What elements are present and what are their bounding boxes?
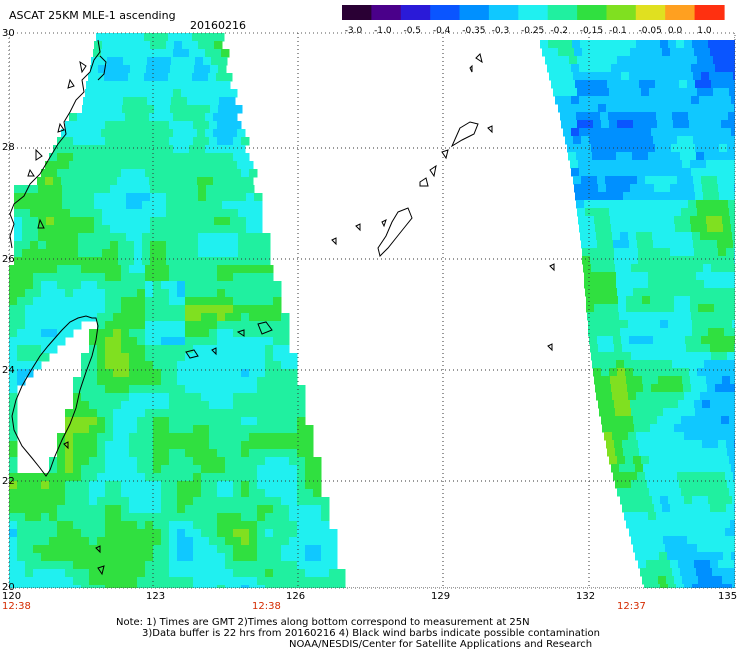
colorbar-swatch: [430, 5, 461, 20]
taiwan-coast: [11, 315, 99, 477]
lat-label-22: 22: [2, 476, 15, 487]
colorbar-tick-label: -0.5: [403, 26, 422, 36]
swath-time-east: 12:37: [617, 601, 646, 612]
colorbar-swatch: [665, 5, 696, 20]
colorbar-tick-label: -1.0: [374, 26, 392, 36]
colorbar-tick-label: -0.35: [462, 26, 486, 36]
colorbar-swatch: [400, 5, 431, 20]
colorbar-swatch: [518, 5, 549, 20]
lon-label-126: 126: [286, 591, 306, 602]
map-title: ASCAT 25KM MLE-1 ascending: [9, 9, 176, 22]
note-line-3: NOAA/NESDIS/Center for Satellite Applica…: [289, 639, 593, 650]
lat-label-26: 26: [2, 254, 15, 265]
swath-time-middle: 12:38: [252, 601, 281, 612]
note-line-1: Note: 1) Times are GMT 2)Times along bot…: [116, 617, 530, 628]
colorbar-swatch: [488, 5, 519, 20]
lat-label-28: 28: [2, 142, 15, 153]
coastline: [9, 39, 555, 576]
colorbar-swatch: [371, 5, 402, 20]
east-swath: [540, 40, 735, 588]
colorbar-swatch: [547, 5, 578, 20]
colorbar-swatch: [635, 5, 666, 20]
colorbar-tick-label: -0.25: [521, 26, 545, 36]
colorbar-tick-label: -0.2: [550, 26, 568, 36]
colorbar-tick-label: 0.0: [667, 26, 683, 36]
lat-label-20: 20: [2, 582, 15, 593]
map-date: 20160216: [190, 19, 246, 32]
lon-label-132: 132: [576, 591, 596, 602]
colorbar-tick-label: -0.1: [609, 26, 627, 36]
colorbar-tick-label: -0.15: [579, 26, 604, 36]
colorbar-swatch: [694, 5, 725, 20]
note-line-2: 3)Data buffer is 22 hrs from 20160216 4)…: [142, 628, 600, 639]
lon-label-123: 123: [146, 591, 166, 602]
colorbar-tick-label: -0.05: [638, 26, 662, 36]
lon-label-120: 120: [2, 591, 22, 602]
colorbar: [342, 5, 725, 20]
colorbar-swatch: [342, 5, 372, 20]
lon-label-135: 135: [718, 591, 738, 602]
colorbar-swatch: [577, 5, 608, 20]
colorbar-swatch: [459, 5, 490, 20]
lat-label-30: 30: [2, 28, 15, 39]
swath-time-west: 12:38: [2, 601, 31, 612]
colorbar-tick-label: 1.0: [697, 26, 712, 36]
colorbar-tick-label: -3.0: [344, 26, 363, 36]
lat-label-24: 24: [2, 365, 15, 376]
colorbar-tick-label: -0.4: [432, 26, 451, 36]
china-coast: [9, 39, 101, 249]
colorbar-tick-label: -0.3: [491, 26, 510, 36]
colorbar-swatch: [606, 5, 637, 20]
lat-lon-grid: [9, 33, 735, 588]
west-swath: [9, 33, 346, 588]
lon-label-129: 129: [431, 591, 451, 602]
